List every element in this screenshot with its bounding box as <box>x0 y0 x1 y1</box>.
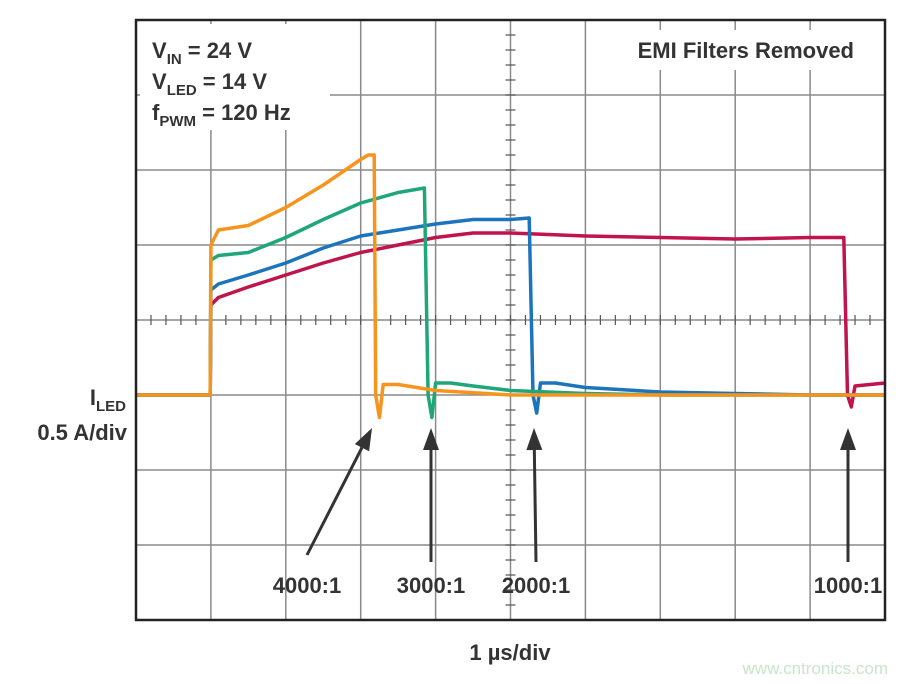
annotation: VIN = 24 V <box>152 38 252 68</box>
y-label-main: I <box>90 385 96 410</box>
annotation-main: f <box>152 100 160 125</box>
y-label-scale: 0.5 A/div <box>37 420 127 445</box>
arrow-head <box>840 428 856 450</box>
series-label: 3000:1 <box>397 573 466 598</box>
arrow-head <box>423 428 439 450</box>
arrow-shaft <box>532 449 538 563</box>
annotation-rest: = 120 Hz <box>196 100 291 125</box>
traces <box>136 153 886 420</box>
trace <box>136 153 885 420</box>
annotation-rest: = 24 V <box>182 38 253 63</box>
series-label: 4000:1 <box>273 573 342 598</box>
annotation-rest: = 14 V <box>197 69 268 94</box>
annotation-main: V <box>152 69 167 94</box>
y-label: ILED <box>90 385 126 415</box>
x-label: 1 µs/div <box>469 640 551 665</box>
trace <box>136 231 886 409</box>
annotation-sub: LED <box>167 82 197 99</box>
annotation-sub: IN <box>167 51 182 68</box>
series-label: 1000:1 <box>814 573 883 598</box>
note: EMI Filters Removed <box>638 38 854 63</box>
annotation-sub: PWM <box>159 113 196 130</box>
trace <box>136 216 885 415</box>
arrow-head <box>354 428 372 452</box>
annotation-main: V <box>152 38 167 63</box>
note-bg <box>600 30 865 70</box>
annotation-bg <box>140 24 330 130</box>
source: www.cntronics.com <box>742 659 888 678</box>
plot-frame <box>134 18 887 622</box>
series-label: 2000:1 <box>502 573 571 598</box>
y-label-sub: LED <box>96 398 126 415</box>
annotation: VLED = 14 V <box>152 69 267 99</box>
arrow-shaft <box>305 446 364 556</box>
arrow-head <box>526 428 543 451</box>
annotation: fPWM = 120 Hz <box>152 100 291 130</box>
